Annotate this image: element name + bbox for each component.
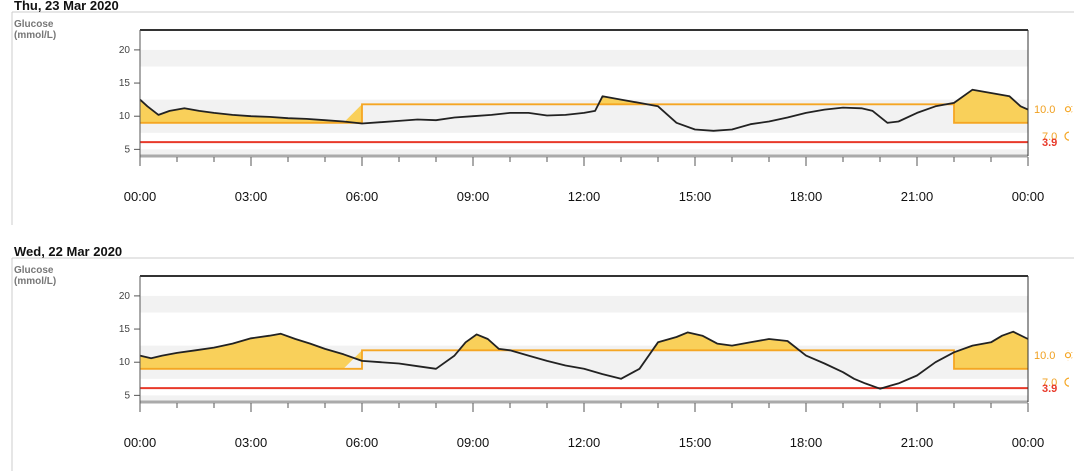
day-title: Wed, 22 Mar 2020 — [14, 246, 122, 259]
x-tick-label: 15:00 — [679, 189, 712, 204]
y-axis-label-line: (mmol/L) — [14, 276, 56, 287]
y-axis-label-line: Glucose — [14, 19, 54, 30]
day-panel-wed: Wed, 22 Mar 2020 Glucose(mmol/L) 5 10 15 20 00… — [0, 246, 1074, 471]
x-tick-label: 00:00 — [124, 435, 157, 450]
x-tick-label: 15:00 — [679, 435, 712, 450]
y-tick-label: 20 — [119, 45, 131, 56]
x-tick-label: 12:00 — [568, 189, 601, 204]
day-title: Thu, 23 Mar 2020 — [14, 0, 119, 13]
x-tick-label: 00:00 — [124, 189, 157, 204]
x-tick-label: 00:00 — [1012, 189, 1045, 204]
y-tick-label: 5 — [124, 144, 130, 155]
plot-band — [140, 50, 1028, 67]
plot-band — [140, 296, 1028, 313]
upper-range-label: 10.0 — [1034, 350, 1055, 362]
x-tick-label: 03:00 — [235, 435, 268, 450]
sun-icon — [1066, 104, 1073, 114]
x-tick-label: 21:00 — [901, 435, 934, 450]
y-axis-label: Glucose(mmol/L) — [14, 19, 56, 41]
y-tick-label: 15 — [119, 324, 131, 335]
glucose-chart-wed: Wed, 22 Mar 2020 Glucose(mmol/L) 5 10 15 20 00… — [0, 246, 1074, 471]
x-tick-label: 18:00 — [790, 189, 823, 204]
y-tick-label: 10 — [119, 357, 131, 368]
moon-icon — [1065, 378, 1069, 386]
x-tick-label: 09:00 — [457, 189, 490, 204]
x-tick-label: 09:00 — [457, 435, 490, 450]
low-threshold-label: 3.9 — [1042, 137, 1057, 149]
upper-range-label: 10.0 — [1034, 104, 1055, 116]
y-tick-label: 20 — [119, 291, 131, 302]
x-tick-label: 18:00 — [790, 435, 823, 450]
plot-background — [140, 30, 1028, 156]
y-tick-label: 5 — [124, 390, 130, 401]
x-tick-label: 00:00 — [1012, 435, 1045, 450]
x-tick-label: 21:00 — [901, 189, 934, 204]
x-tick-label: 12:00 — [568, 435, 601, 450]
y-axis-label-line: (mmol/L) — [14, 30, 56, 41]
sun-icon-core — [1066, 107, 1071, 112]
y-tick-label: 10 — [119, 111, 131, 122]
x-tick-label: 06:00 — [346, 189, 379, 204]
y-axis-label: Glucose(mmol/L) — [14, 265, 56, 287]
y-axis-label-line: Glucose — [14, 265, 54, 276]
low-threshold-label: 3.9 — [1042, 383, 1057, 395]
moon-icon — [1065, 132, 1069, 140]
sun-icon — [1066, 350, 1073, 360]
glucose-chart-thu: Thu, 23 Mar 2020 Glucose(mmol/L) 5 10 15 20 00… — [0, 0, 1074, 225]
day-panel-thu: Thu, 23 Mar 2020 Glucose(mmol/L) 5 10 15 20 00… — [0, 0, 1074, 225]
x-tick-label: 03:00 — [235, 189, 268, 204]
sun-icon-core — [1066, 353, 1071, 358]
y-tick-label: 15 — [119, 78, 131, 89]
x-tick-label: 06:00 — [346, 435, 379, 450]
